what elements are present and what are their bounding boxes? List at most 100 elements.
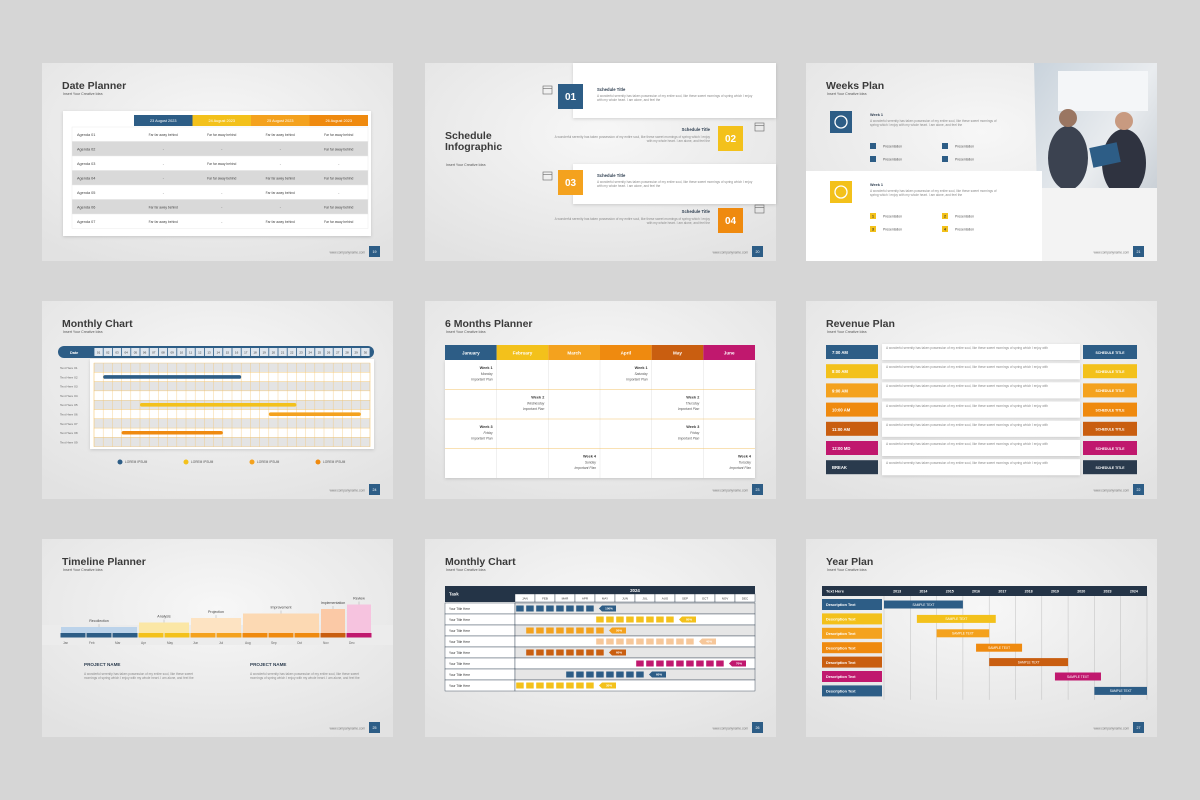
page-badge bbox=[369, 484, 380, 495]
page-badge bbox=[369, 246, 380, 257]
tag bbox=[729, 660, 746, 667]
month-header bbox=[651, 345, 704, 360]
paragraph: A wonderful serenity has taken possessio… bbox=[886, 346, 1048, 350]
event-note: Important Plan bbox=[626, 378, 648, 382]
month-label: MAY bbox=[602, 596, 608, 600]
event-week: Week 1 bbox=[480, 366, 493, 370]
time-label: 11:00 AM bbox=[832, 427, 851, 432]
person-head bbox=[1059, 109, 1077, 127]
week-title: Week 1 bbox=[870, 113, 883, 117]
title-box bbox=[1083, 345, 1137, 359]
row-label: Your Title Here bbox=[449, 651, 470, 655]
bar-block bbox=[586, 627, 594, 634]
photo bbox=[1034, 63, 1157, 261]
month-label: OCT bbox=[702, 596, 709, 600]
gantt-bar bbox=[516, 682, 594, 689]
cell: - bbox=[280, 148, 281, 152]
item-title: Schedule Title bbox=[597, 173, 626, 178]
subtitle: Insert Your Creative Idea bbox=[63, 330, 103, 334]
month-label: JUL bbox=[642, 596, 648, 600]
row-label: Description Text bbox=[826, 661, 856, 665]
day-label: 14 bbox=[217, 351, 221, 355]
slide-title: Monthly Chart bbox=[62, 318, 133, 330]
legend-label: LOREM IPSUM bbox=[125, 460, 148, 464]
bar-block bbox=[576, 627, 584, 634]
cell: Far far away behind bbox=[149, 133, 178, 137]
row-label: Description Text bbox=[826, 690, 856, 694]
bar-block bbox=[656, 616, 664, 623]
bar-block bbox=[546, 682, 554, 689]
year-label: 2016 bbox=[972, 590, 980, 594]
page-number: 27 bbox=[1137, 726, 1141, 730]
day-label: 02 bbox=[106, 351, 110, 355]
page-badge bbox=[1133, 246, 1144, 257]
window bbox=[1058, 71, 1148, 111]
paragraph: A wonderful serenity has taken possessio… bbox=[84, 672, 194, 681]
month-label: MAR bbox=[562, 596, 570, 600]
footer-url: www.companyname.com bbox=[1094, 489, 1130, 493]
event-day: Friday bbox=[483, 431, 493, 435]
text-block: A wonderful serenity has taken possessio… bbox=[555, 135, 710, 143]
paragraph: A wonderful serenity has taken possessio… bbox=[886, 384, 1048, 389]
gantt-bar bbox=[916, 614, 996, 623]
subtitle: Insert Your Creative Idea bbox=[63, 92, 103, 96]
year-label: 2014 bbox=[919, 590, 927, 594]
step-label: Improvement bbox=[271, 606, 292, 610]
month-strip bbox=[60, 633, 86, 638]
paragraph: A wonderful serenity has taken possessio… bbox=[554, 217, 710, 226]
slide-title: Weeks Plan bbox=[826, 80, 884, 92]
text-block: A wonderful serenity has taken possessio… bbox=[250, 672, 360, 680]
item-marker bbox=[870, 213, 876, 219]
item-marker bbox=[870, 143, 876, 149]
title-box bbox=[1083, 383, 1137, 398]
day-label: 01 bbox=[97, 351, 101, 355]
page-number: 26 bbox=[756, 726, 760, 730]
day-cell bbox=[122, 348, 131, 356]
row-band bbox=[514, 635, 756, 648]
bar-block bbox=[596, 638, 604, 645]
step-bar bbox=[191, 618, 241, 633]
month-strip bbox=[138, 633, 164, 638]
icon-frame bbox=[542, 171, 553, 181]
label-box bbox=[822, 627, 882, 639]
number-box bbox=[558, 170, 583, 195]
day-label: 23 bbox=[299, 351, 303, 355]
month-strip bbox=[242, 633, 268, 638]
month-label: SEP bbox=[682, 596, 688, 600]
subtitle: Insert Your Creative Idea bbox=[446, 163, 486, 167]
subtitle: Insert Your Creative Idea bbox=[827, 92, 867, 96]
row-label: Agenda 01 bbox=[77, 133, 95, 137]
row-label: Your Title Here bbox=[449, 684, 470, 688]
day-label: 26 bbox=[327, 351, 331, 355]
month-label: Mar bbox=[115, 641, 121, 645]
event-week: Week 4 bbox=[583, 455, 597, 459]
item-marker bbox=[942, 226, 948, 232]
text-card bbox=[882, 344, 1080, 360]
bar-block bbox=[546, 649, 554, 656]
paragraph: A wonderful serenity has taken possessio… bbox=[597, 180, 753, 189]
header-cell bbox=[134, 115, 193, 126]
gantt-bar bbox=[596, 616, 674, 623]
bar-block bbox=[566, 627, 574, 634]
tag-label: 40% bbox=[706, 640, 712, 644]
calendar-icon bbox=[542, 85, 553, 95]
event-week: Week 2 bbox=[531, 396, 544, 400]
month-strip bbox=[216, 633, 242, 638]
cell: - bbox=[280, 206, 281, 210]
page-badge bbox=[1133, 484, 1144, 495]
bar-block bbox=[576, 605, 584, 612]
day-cell bbox=[306, 348, 315, 356]
gantt-bar bbox=[516, 605, 594, 612]
bar-block bbox=[556, 605, 564, 612]
number: 01 bbox=[565, 92, 577, 103]
step-label: Analysis bbox=[157, 615, 171, 619]
text-block: A wonderful serenity has taken possessio… bbox=[886, 423, 1048, 427]
footer-url: www.companyname.com bbox=[713, 489, 749, 493]
bar-block bbox=[636, 671, 644, 678]
bar-block bbox=[666, 660, 674, 667]
person bbox=[1048, 126, 1088, 190]
tag-label: 60% bbox=[656, 673, 662, 677]
slide-title: Timeline Planner bbox=[62, 556, 146, 568]
month-label: Aug bbox=[245, 641, 251, 645]
time-box bbox=[826, 460, 878, 475]
